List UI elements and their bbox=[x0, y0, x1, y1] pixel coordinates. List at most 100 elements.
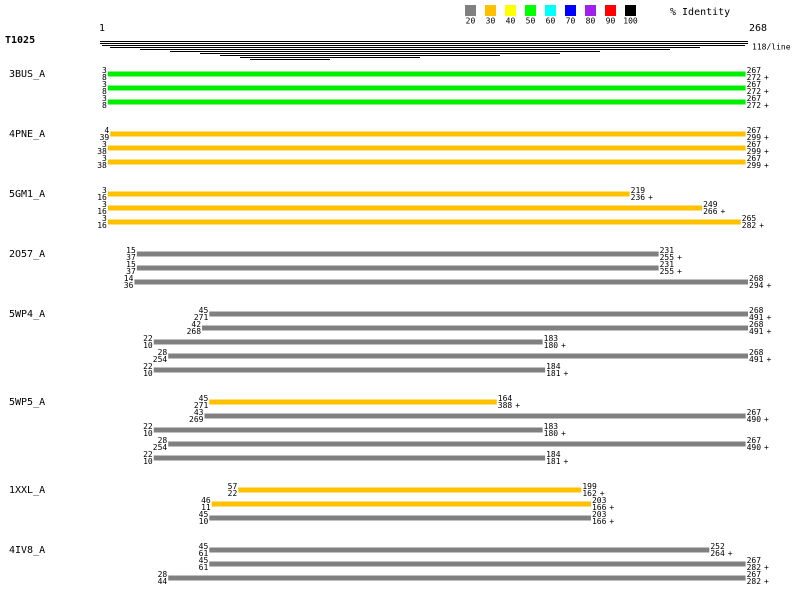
subject-end-label: 272 bbox=[747, 87, 762, 96]
query-start-label: 15 bbox=[126, 260, 136, 269]
alignment-bar bbox=[209, 399, 497, 405]
subject-start-label: 37 bbox=[126, 267, 136, 276]
query-start-label: 22 bbox=[143, 362, 153, 371]
query-end-label: 184 bbox=[546, 362, 561, 371]
query-start-label: 3 bbox=[102, 154, 107, 163]
alignment-bar bbox=[107, 219, 741, 225]
alignment-bar bbox=[238, 487, 582, 493]
subject-end-label: 299 bbox=[747, 147, 762, 156]
strand-label: + bbox=[764, 577, 769, 586]
hit-name: 5WP4_A bbox=[9, 309, 45, 320]
subject-start-label: 39 bbox=[100, 133, 110, 142]
strand-label: + bbox=[764, 443, 769, 452]
hit-name: 1XXL_A bbox=[9, 485, 45, 496]
query-end-label: 199 bbox=[582, 482, 597, 491]
subject-start-label: 10 bbox=[143, 457, 153, 466]
query-start-label: 3 bbox=[102, 80, 107, 89]
subject-start-label: 271 bbox=[194, 313, 209, 322]
subject-end-label: 282 bbox=[747, 563, 762, 572]
strand-label: + bbox=[561, 341, 566, 350]
query-end-label: 219 bbox=[631, 186, 646, 195]
subject-start-label: 8 bbox=[102, 73, 107, 82]
subject-end-label: 491 bbox=[749, 313, 764, 322]
subject-start-label: 254 bbox=[153, 355, 168, 364]
alignment-bar bbox=[136, 265, 659, 271]
query-end: 268 bbox=[749, 23, 767, 34]
query-coverage bbox=[100, 41, 748, 60]
subject-start-label: 36 bbox=[124, 281, 134, 290]
subject-start-label: 10 bbox=[143, 341, 153, 350]
strand-label: + bbox=[766, 313, 771, 322]
query-end-label: 267 bbox=[747, 556, 762, 565]
alignment-bar bbox=[107, 191, 630, 197]
query-start-label: 3 bbox=[102, 140, 107, 149]
query-end-label: 267 bbox=[747, 140, 762, 149]
query-start-label: 46 bbox=[201, 496, 211, 505]
subject-end-label: 299 bbox=[747, 161, 762, 170]
subject-start-label: 16 bbox=[97, 193, 107, 202]
query-end-label: 267 bbox=[747, 94, 762, 103]
query-start-label: 14 bbox=[124, 274, 134, 283]
subject-start-label: 44 bbox=[158, 577, 168, 586]
alignment-bar bbox=[202, 325, 749, 331]
legend-swatch bbox=[465, 5, 476, 16]
alignment-bar bbox=[107, 159, 746, 165]
alignment-bar bbox=[107, 85, 746, 91]
strand-label: + bbox=[648, 193, 653, 202]
query-end-label: 184 bbox=[546, 450, 561, 459]
subject-end-label: 180 bbox=[544, 429, 559, 438]
subject-end-label: 490 bbox=[747, 443, 762, 452]
query-end-label: 267 bbox=[747, 154, 762, 163]
alignment-bar bbox=[153, 455, 546, 461]
query-end-label: 268 bbox=[749, 320, 764, 329]
subject-start-label: 10 bbox=[199, 517, 209, 526]
alignment-bar bbox=[204, 413, 746, 419]
alignment-bar bbox=[168, 353, 748, 359]
query-start-label: 57 bbox=[228, 482, 238, 491]
subject-end-label: 282 bbox=[742, 221, 757, 230]
hit-name: 3BUS_A bbox=[9, 69, 45, 80]
subject-end-label: 180 bbox=[544, 341, 559, 350]
subject-end-label: 490 bbox=[747, 415, 762, 424]
legend-swatch bbox=[545, 5, 556, 16]
subject-end-label: 299 bbox=[747, 133, 762, 142]
alignment-bar bbox=[209, 561, 746, 567]
subject-end-label: 272 bbox=[747, 101, 762, 110]
alignment-bar bbox=[134, 279, 749, 285]
subject-start-label: 11 bbox=[201, 503, 211, 512]
subject-start-label: 16 bbox=[97, 221, 107, 230]
subject-end-label: 181 bbox=[546, 457, 561, 466]
legend-label: 80 bbox=[586, 17, 596, 26]
legend-label: 60 bbox=[546, 17, 556, 26]
strand-label: + bbox=[764, 133, 769, 142]
subject-start-label: 37 bbox=[126, 253, 136, 262]
query-end-label: 164 bbox=[498, 394, 513, 403]
query-end-label: 268 bbox=[749, 274, 764, 283]
strand-label: + bbox=[764, 147, 769, 156]
subject-end-label: 236 bbox=[631, 193, 646, 202]
strand-label: + bbox=[764, 101, 769, 110]
strand-label: + bbox=[759, 221, 764, 230]
subject-end-label: 491 bbox=[749, 355, 764, 364]
subject-start-label: 16 bbox=[97, 207, 107, 216]
legend-swatch bbox=[485, 5, 496, 16]
strand-label: + bbox=[764, 415, 769, 424]
query-name: T1025 bbox=[5, 35, 35, 46]
strand-label: + bbox=[764, 161, 769, 170]
subject-start-label: 8 bbox=[102, 101, 107, 110]
legend-swatch bbox=[505, 5, 516, 16]
query-start-label: 28 bbox=[158, 570, 168, 579]
subject-start-label: 10 bbox=[143, 369, 153, 378]
alignment-bar bbox=[107, 99, 746, 105]
query-end-label: 231 bbox=[660, 246, 675, 255]
strand-label: + bbox=[609, 517, 614, 526]
strand-label: + bbox=[609, 503, 614, 512]
strand-label: + bbox=[766, 327, 771, 336]
legend-swatch bbox=[605, 5, 616, 16]
alignment-bar bbox=[107, 145, 746, 151]
hit-name: 4PNE_A bbox=[9, 129, 45, 140]
subject-start-label: 22 bbox=[228, 489, 238, 498]
alignment-bar bbox=[107, 71, 746, 77]
subject-start-label: 268 bbox=[187, 327, 202, 336]
legend-label: 40 bbox=[506, 17, 516, 26]
